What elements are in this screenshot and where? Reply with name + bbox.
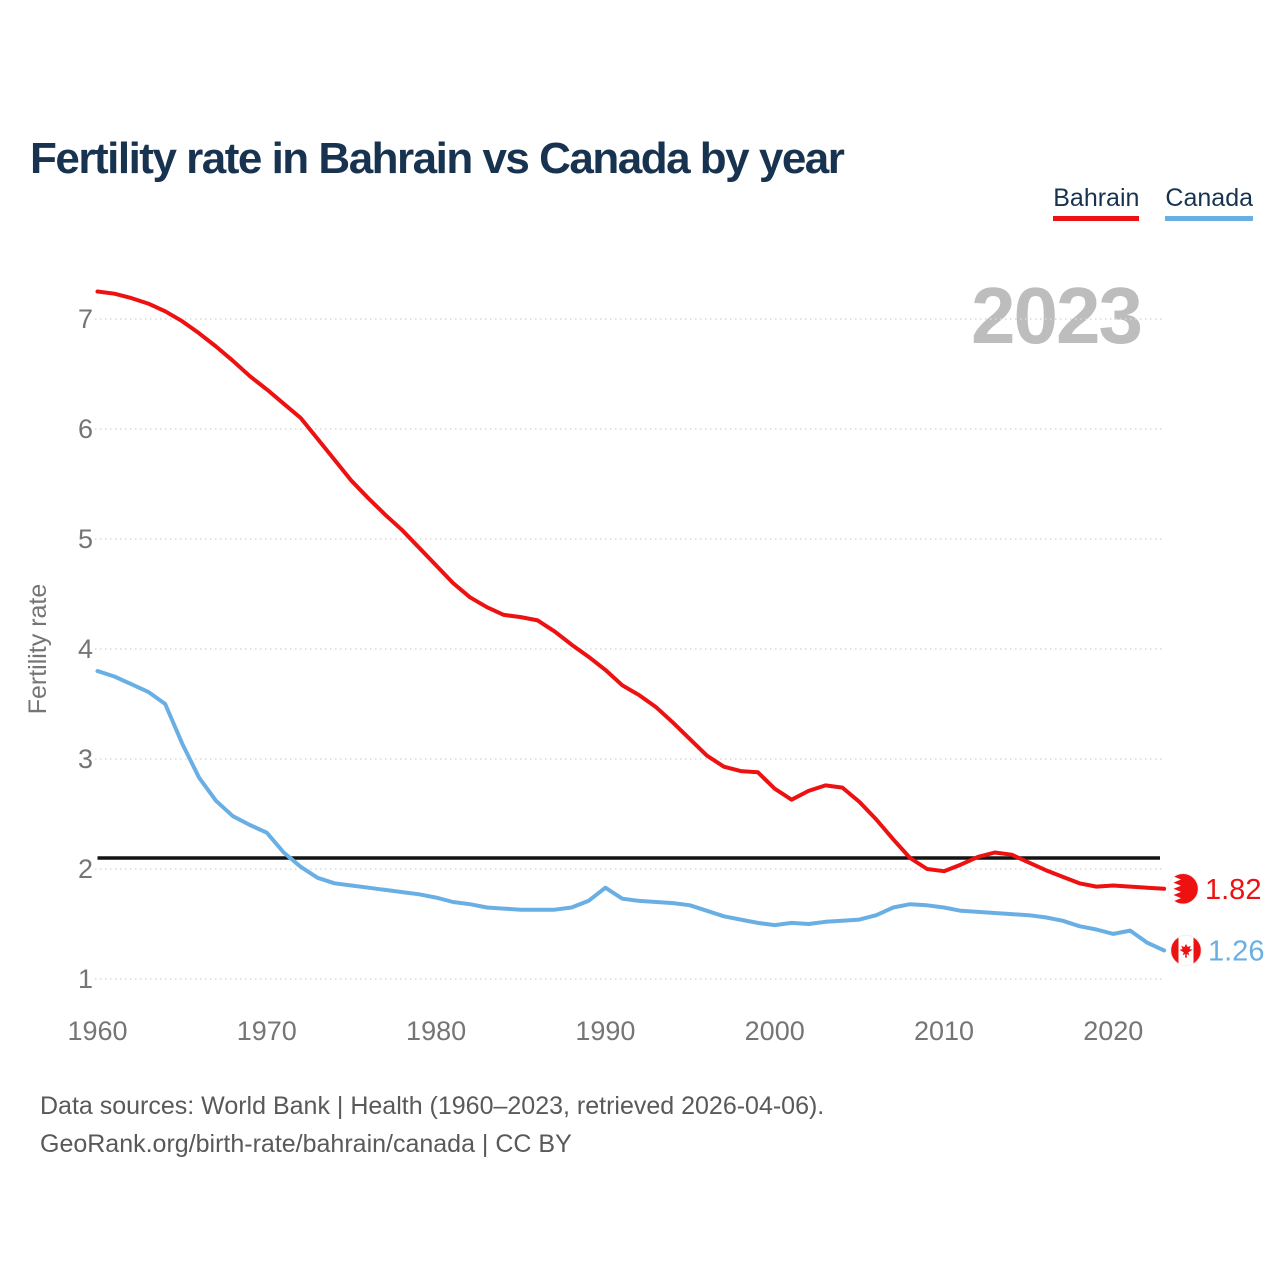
chart-title: Fertility rate in Bahrain vs Canada by y… (30, 134, 845, 184)
x-tick-label: 2000 (745, 1016, 805, 1046)
x-tick-label: 1960 (67, 1016, 127, 1046)
x-tick-label: 2010 (914, 1016, 974, 1046)
y-tick-label: 7 (78, 304, 93, 334)
footer: Data sources: World Bank | Health (1960–… (40, 1087, 824, 1163)
legend-label-canada: Canada (1165, 184, 1253, 221)
legend-label-bahrain: Bahrain (1053, 184, 1140, 221)
series-line-canada (95, 669, 1167, 953)
watermark-year: 2023 (971, 271, 1141, 360)
y-tick-label: 4 (78, 634, 93, 664)
x-tick-label: 1990 (575, 1016, 635, 1046)
y-tick-label: 6 (78, 414, 93, 444)
x-tick-label: 1980 (406, 1016, 466, 1046)
x-tick-label: 1970 (237, 1016, 297, 1046)
canada-flag-icon (1170, 934, 1202, 967)
end-value-label-bahrain: 1.82 (1205, 874, 1261, 906)
x-tick-label: 2020 (1083, 1016, 1143, 1046)
legend: Bahrain Canada (1053, 184, 1253, 221)
y-tick-label: 5 (78, 524, 93, 554)
attribution-text: GeoRank.org/birth-rate/bahrain/canada | … (40, 1130, 572, 1158)
y-tick-label: 2 (78, 854, 93, 884)
legend-item-bahrain[interactable]: Bahrain (1053, 184, 1140, 221)
bahrain-flag-icon (1167, 873, 1199, 905)
end-value-label-canada: 1.26 (1208, 935, 1264, 967)
y-tick-label: 3 (78, 744, 93, 774)
series-line-bahrain (95, 289, 1167, 891)
y-axis-title: Fertility rate (24, 584, 52, 715)
legend-item-canada[interactable]: Canada (1165, 184, 1253, 221)
y-tick-label: 1 (78, 964, 93, 994)
data-sources-text: Data sources: World Bank | Health (1960–… (40, 1092, 825, 1120)
